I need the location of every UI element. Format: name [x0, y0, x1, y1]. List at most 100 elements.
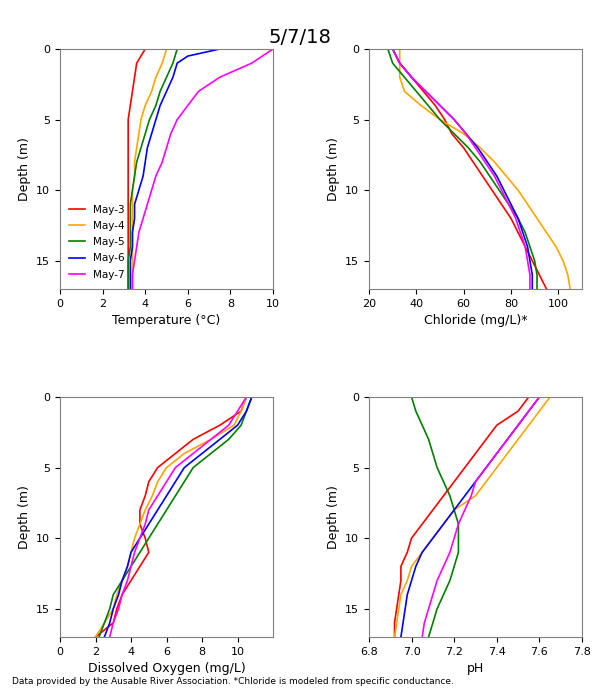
- May-3: [125, 257, 132, 265]
- May-3: [125, 116, 132, 124]
- May-6: [142, 158, 149, 166]
- May-7: [129, 271, 136, 279]
- May-3: [131, 73, 138, 81]
- May-5: [127, 242, 134, 251]
- May-5: [125, 271, 132, 279]
- May-4: [129, 186, 136, 195]
- May-7: [167, 130, 175, 138]
- May-5: [127, 228, 134, 237]
- May-6: [131, 200, 138, 209]
- May-7: [131, 257, 138, 265]
- May-3: [125, 285, 132, 293]
- May-4: [129, 242, 136, 251]
- May-7: [216, 73, 223, 81]
- May-5: [127, 200, 134, 209]
- May-6: [127, 271, 134, 279]
- May-4: [152, 73, 160, 81]
- May-6: [139, 172, 146, 181]
- Line: May-6: May-6: [130, 49, 220, 289]
- May-7: [133, 242, 140, 251]
- May-7: [248, 59, 256, 67]
- May-6: [184, 52, 191, 60]
- May-7: [158, 158, 166, 166]
- May-4: [137, 116, 145, 124]
- May-5: [131, 172, 138, 181]
- May-7: [269, 45, 277, 53]
- May-6: [163, 88, 170, 96]
- Y-axis label: Depth (m): Depth (m): [326, 485, 340, 549]
- May-6: [135, 186, 142, 195]
- May-3: [125, 158, 132, 166]
- May-7: [148, 186, 155, 195]
- May-4: [148, 88, 155, 96]
- May-5: [129, 186, 136, 195]
- May-6: [169, 73, 176, 81]
- May-7: [163, 144, 170, 152]
- Line: May-3: May-3: [128, 49, 145, 289]
- May-7: [184, 102, 191, 110]
- May-3: [125, 200, 132, 209]
- May-5: [146, 116, 153, 124]
- May-5: [127, 214, 134, 223]
- Y-axis label: Depth (m): Depth (m): [326, 137, 340, 201]
- May-4: [133, 144, 140, 152]
- May-4: [158, 59, 166, 67]
- May-5: [152, 102, 160, 110]
- Legend: May-3, May-4, May-5, May-6, May-7: May-3, May-4, May-5, May-6, May-7: [65, 200, 129, 284]
- May-3: [125, 214, 132, 223]
- May-4: [131, 158, 138, 166]
- X-axis label: Temperature (°C): Temperature (°C): [112, 314, 221, 328]
- May-4: [163, 45, 170, 53]
- May-4: [131, 172, 138, 181]
- May-6: [131, 214, 138, 223]
- May-7: [195, 88, 202, 96]
- May-4: [135, 130, 142, 138]
- May-7: [135, 228, 142, 237]
- May-5: [125, 285, 132, 293]
- May-3: [125, 228, 132, 237]
- May-6: [127, 285, 134, 293]
- May-7: [139, 214, 146, 223]
- May-4: [142, 102, 149, 110]
- May-5: [169, 59, 176, 67]
- May-5: [125, 257, 132, 265]
- Line: May-5: May-5: [128, 49, 177, 289]
- May-5: [133, 158, 140, 166]
- May-3: [125, 172, 132, 181]
- Text: 5/7/18: 5/7/18: [269, 28, 331, 47]
- May-6: [157, 102, 164, 110]
- May-3: [125, 186, 132, 195]
- May-4: [129, 200, 136, 209]
- May-5: [137, 144, 145, 152]
- May-6: [148, 130, 155, 138]
- May-6: [216, 45, 223, 53]
- May-4: [129, 285, 136, 293]
- X-axis label: Chloride (mg/L)*: Chloride (mg/L)*: [424, 314, 527, 328]
- X-axis label: pH: pH: [467, 662, 484, 676]
- May-4: [129, 214, 136, 223]
- Text: Data provided by the Ausable River Association. *Chloride is modeled from specif: Data provided by the Ausable River Assoc…: [12, 677, 454, 686]
- May-3: [125, 144, 132, 152]
- May-4: [129, 228, 136, 237]
- May-6: [152, 116, 160, 124]
- May-5: [163, 73, 170, 81]
- May-4: [129, 271, 136, 279]
- May-6: [173, 59, 181, 67]
- May-7: [152, 172, 160, 181]
- X-axis label: Dissolved Oxygen (mg/L): Dissolved Oxygen (mg/L): [88, 662, 245, 676]
- Y-axis label: Depth (m): Depth (m): [18, 137, 31, 201]
- May-3: [125, 271, 132, 279]
- Line: May-7: May-7: [133, 49, 273, 289]
- May-3: [142, 45, 149, 53]
- May-6: [127, 257, 134, 265]
- May-4: [129, 257, 136, 265]
- May-6: [129, 242, 136, 251]
- May-5: [157, 88, 164, 96]
- Y-axis label: Depth (m): Depth (m): [18, 485, 31, 549]
- May-6: [144, 144, 151, 152]
- May-3: [137, 52, 145, 60]
- May-7: [173, 116, 181, 124]
- May-3: [133, 59, 140, 67]
- May-7: [129, 285, 136, 293]
- May-3: [125, 130, 132, 138]
